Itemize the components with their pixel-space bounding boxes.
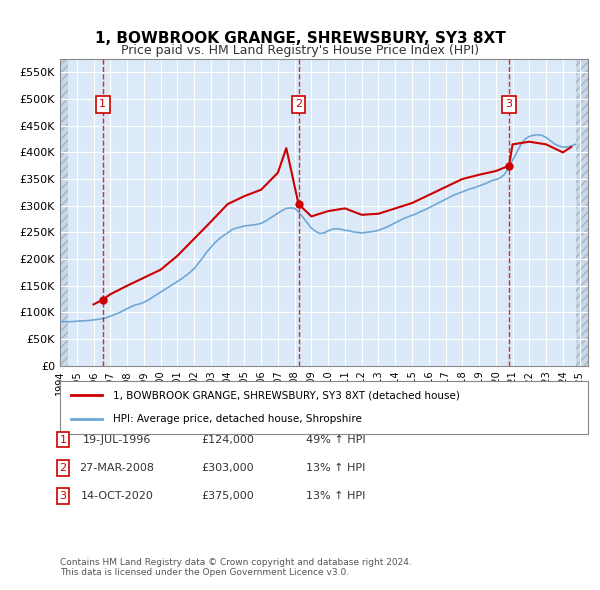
Text: 3: 3	[506, 99, 512, 109]
Text: Price paid vs. HM Land Registry's House Price Index (HPI): Price paid vs. HM Land Registry's House …	[121, 44, 479, 57]
Text: 27-MAR-2008: 27-MAR-2008	[79, 463, 155, 473]
Text: 2: 2	[59, 463, 67, 473]
Bar	[576, 59, 588, 366]
Text: 13% ↑ HPI: 13% ↑ HPI	[307, 463, 365, 473]
Text: 2: 2	[295, 99, 302, 109]
Text: Contains HM Land Registry data © Crown copyright and database right 2024.
This d: Contains HM Land Registry data © Crown c…	[60, 558, 412, 577]
Text: £375,000: £375,000	[202, 491, 254, 501]
Text: 1, BOWBROOK GRANGE, SHREWSBURY, SY3 8XT (detached house): 1, BOWBROOK GRANGE, SHREWSBURY, SY3 8XT …	[113, 391, 460, 401]
Text: 14-OCT-2020: 14-OCT-2020	[80, 491, 154, 501]
Text: £124,000: £124,000	[202, 435, 254, 444]
Text: £303,000: £303,000	[202, 463, 254, 473]
Text: 1: 1	[99, 99, 106, 109]
Text: 1: 1	[59, 435, 67, 444]
Text: 13% ↑ HPI: 13% ↑ HPI	[307, 491, 365, 501]
Text: HPI: Average price, detached house, Shropshire: HPI: Average price, detached house, Shro…	[113, 414, 362, 424]
Text: 1, BOWBROOK GRANGE, SHREWSBURY, SY3 8XT: 1, BOWBROOK GRANGE, SHREWSBURY, SY3 8XT	[95, 31, 505, 46]
Text: 19-JUL-1996: 19-JUL-1996	[83, 435, 151, 444]
Text: 49% ↑ HPI: 49% ↑ HPI	[306, 435, 366, 444]
Text: 3: 3	[59, 491, 67, 501]
Bar	[60, 59, 68, 366]
